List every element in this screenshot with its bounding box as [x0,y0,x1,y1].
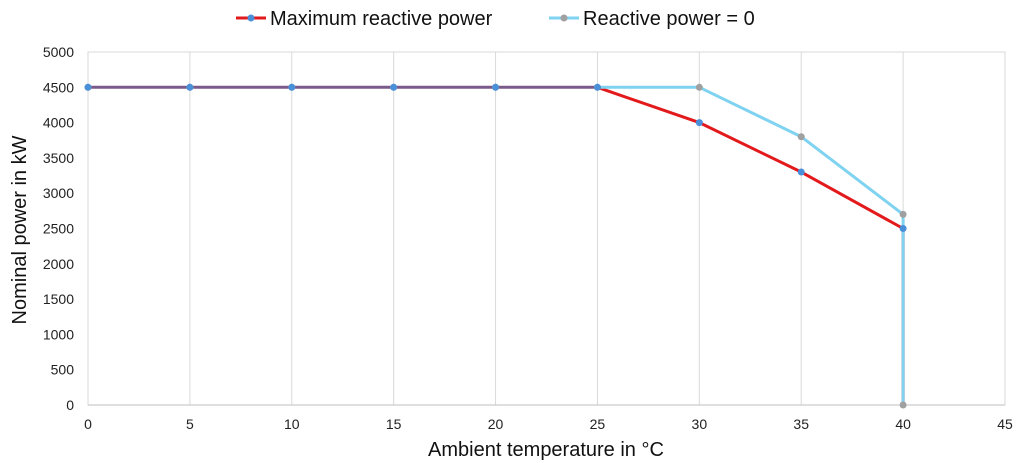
series-segment-1 [799,170,905,230]
x-axis-title: Ambient temperature in °C [428,439,664,461]
markers [84,83,907,409]
x-tick-label: 35 [793,416,809,432]
y-tick-label: 4500 [43,79,74,95]
data-point [899,401,907,409]
data-point [390,83,398,91]
y-tick-label: 3000 [43,185,74,201]
legend-label: Reactive power = 0 [583,8,755,30]
y-tick-label: 3500 [43,150,74,166]
plot-frame [87,51,1006,406]
data-point [899,225,907,232]
y-axis-title: Nominal power in kW [9,135,31,324]
data-point [492,83,500,91]
y-tick-label: 2500 [43,221,74,237]
data-point [899,210,907,218]
series-segment-1 [697,121,803,174]
axes: 0 5 10 15 20 25 30 35 40 45 0 500 1000 1500 2000 2500 30… [43,44,1013,432]
x-tick-label: 5 [186,416,194,432]
data-point [593,83,601,91]
y-tick-label: 1000 [43,326,74,342]
legend-item: Maximum reactive power [236,8,493,30]
y-tick-label: 4000 [43,115,74,131]
y-tick-label: 1500 [43,291,74,307]
y-tick-label: 2000 [43,256,74,272]
grid [189,52,1006,405]
data-point [695,119,703,127]
series-segment-2 [799,135,905,216]
x-tick-label: 0 [84,416,92,432]
data-point [288,83,296,91]
x-tick-label: 20 [488,416,504,432]
series-segment-1 [595,85,701,125]
legend-item: Reactive power = 0 [549,8,755,30]
x-tick-label: 30 [692,416,708,432]
legend-marker [560,14,568,22]
x-tick-label: 45 [997,416,1013,432]
y-tick-label: 0 [66,397,74,413]
x-tick-label: 25 [590,416,606,432]
legend-label: Maximum reactive power [270,8,493,30]
legend: Maximum reactive power Reactive power = 0 [236,8,755,30]
x-tick-label: 10 [284,416,300,432]
y-tick-label: 5000 [43,44,74,60]
x-tick-label: 15 [386,416,402,432]
data-point [84,83,92,91]
x-tick-label: 40 [895,416,911,432]
data-point [695,83,703,91]
data-point [797,168,805,176]
series-segment-2 [697,85,803,139]
data-point [797,133,805,141]
series-layer [86,85,905,407]
data-point [186,83,194,91]
legend-marker [247,14,255,22]
y-tick-label: 500 [51,362,75,378]
